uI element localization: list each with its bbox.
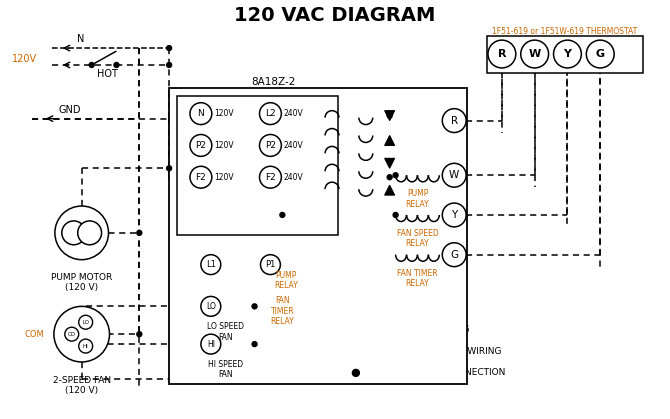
Circle shape xyxy=(352,370,359,376)
Circle shape xyxy=(521,40,549,68)
Text: INTERNAL WIRING: INTERNAL WIRING xyxy=(388,325,469,334)
Circle shape xyxy=(137,332,142,336)
Text: 8A18Z-2: 8A18Z-2 xyxy=(251,77,295,87)
Circle shape xyxy=(65,327,78,341)
Circle shape xyxy=(442,109,466,132)
Circle shape xyxy=(78,315,92,329)
Text: W: W xyxy=(529,49,541,59)
Text: 120V: 120V xyxy=(214,173,233,182)
Text: 120V: 120V xyxy=(214,109,233,118)
Circle shape xyxy=(190,134,212,156)
Text: HOT: HOT xyxy=(96,69,117,79)
Circle shape xyxy=(442,203,466,227)
Text: 240V: 240V xyxy=(283,173,303,182)
Text: FAN
TIMER
RELAY: FAN TIMER RELAY xyxy=(271,296,294,326)
Text: 240V: 240V xyxy=(283,141,303,150)
Circle shape xyxy=(190,166,212,188)
Text: FAN TIMER
RELAY: FAN TIMER RELAY xyxy=(397,269,438,288)
Circle shape xyxy=(62,221,86,245)
Text: HI SPEED
FAN: HI SPEED FAN xyxy=(208,360,243,379)
Circle shape xyxy=(201,334,220,354)
Circle shape xyxy=(167,166,172,171)
Circle shape xyxy=(393,212,398,217)
Circle shape xyxy=(586,40,614,68)
Text: HI: HI xyxy=(75,351,82,357)
Circle shape xyxy=(259,166,281,188)
Text: 120 VAC DIAGRAM: 120 VAC DIAGRAM xyxy=(234,6,436,25)
Circle shape xyxy=(78,221,102,245)
Circle shape xyxy=(137,230,142,235)
Circle shape xyxy=(259,103,281,124)
Circle shape xyxy=(553,40,582,68)
Circle shape xyxy=(167,62,172,67)
Text: PUMP
RELAY: PUMP RELAY xyxy=(275,271,298,290)
Circle shape xyxy=(442,163,466,187)
Text: 1F51-619 or 1F51W-619 THERMOSTAT: 1F51-619 or 1F51W-619 THERMOSTAT xyxy=(492,27,638,36)
Text: CO: CO xyxy=(68,332,76,337)
Circle shape xyxy=(261,255,280,274)
Text: Y: Y xyxy=(563,49,572,59)
Circle shape xyxy=(259,134,281,156)
Circle shape xyxy=(114,62,119,67)
Polygon shape xyxy=(385,135,395,145)
Circle shape xyxy=(393,173,398,178)
Text: L1: L1 xyxy=(206,260,216,269)
Text: LO SPEED
FAN: LO SPEED FAN xyxy=(207,322,245,341)
Text: PUMP
RELAY: PUMP RELAY xyxy=(405,189,429,209)
Text: ELECTRICAL CONNECTION: ELECTRICAL CONNECTION xyxy=(388,368,505,378)
Circle shape xyxy=(387,113,392,118)
Text: W: W xyxy=(449,170,460,180)
Text: 240V: 240V xyxy=(283,109,303,118)
Text: N: N xyxy=(198,109,204,118)
Circle shape xyxy=(54,306,109,362)
Circle shape xyxy=(442,243,466,266)
Text: P2: P2 xyxy=(265,141,276,150)
Circle shape xyxy=(201,296,220,316)
Text: R: R xyxy=(451,116,458,126)
Circle shape xyxy=(252,341,257,347)
Text: P1: P1 xyxy=(265,260,275,269)
Text: F2: F2 xyxy=(196,173,206,182)
Text: HI: HI xyxy=(83,344,88,349)
Circle shape xyxy=(201,255,220,274)
Text: 120V: 120V xyxy=(12,54,38,64)
Polygon shape xyxy=(385,185,395,195)
Text: P2: P2 xyxy=(196,141,206,150)
Text: N: N xyxy=(77,34,84,44)
Text: LO: LO xyxy=(206,302,216,311)
Text: Y: Y xyxy=(451,210,458,220)
Bar xyxy=(177,96,338,235)
Polygon shape xyxy=(385,111,395,121)
Circle shape xyxy=(78,339,92,353)
Circle shape xyxy=(190,103,212,124)
Text: L2: L2 xyxy=(265,109,276,118)
Text: F2: F2 xyxy=(265,173,276,182)
Text: G: G xyxy=(596,49,605,59)
Text: 2-SPEED FAN
(120 V): 2-SPEED FAN (120 V) xyxy=(53,376,111,395)
Circle shape xyxy=(252,304,257,309)
Text: COM: COM xyxy=(24,330,44,339)
Circle shape xyxy=(387,175,392,180)
Circle shape xyxy=(55,206,109,260)
Bar xyxy=(169,88,467,384)
Text: LO: LO xyxy=(74,311,83,317)
Bar xyxy=(487,36,643,73)
Circle shape xyxy=(167,46,172,51)
Text: R: R xyxy=(498,49,506,59)
Text: GND: GND xyxy=(59,105,81,115)
Text: 120V: 120V xyxy=(214,141,233,150)
Circle shape xyxy=(89,62,94,67)
Text: LO: LO xyxy=(82,320,89,325)
Text: PUMP MOTOR
(120 V): PUMP MOTOR (120 V) xyxy=(51,273,113,292)
Circle shape xyxy=(488,40,516,68)
Circle shape xyxy=(387,111,392,116)
Text: HI: HI xyxy=(207,340,215,349)
Text: FIELD INSTALLED WIRING: FIELD INSTALLED WIRING xyxy=(388,347,501,356)
Text: FAN SPEED
RELAY: FAN SPEED RELAY xyxy=(397,229,438,248)
Text: G: G xyxy=(450,250,458,260)
Circle shape xyxy=(280,212,285,217)
Polygon shape xyxy=(385,158,395,168)
